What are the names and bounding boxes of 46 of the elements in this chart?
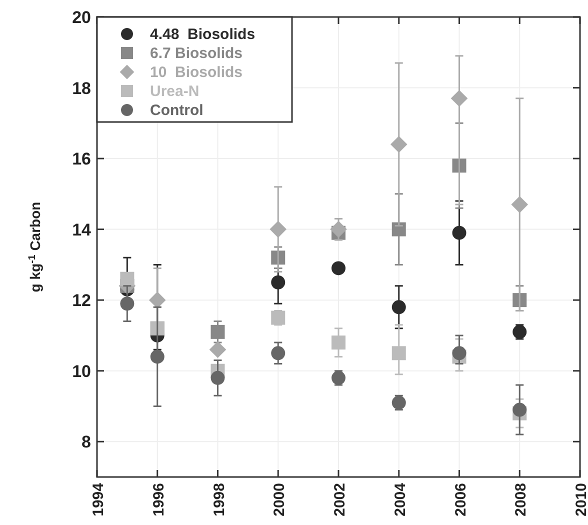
point <box>148 292 166 308</box>
legend-label: 4.48 Biosolids <box>150 26 256 43</box>
point <box>150 350 164 364</box>
point <box>450 90 468 107</box>
point <box>390 136 408 153</box>
point <box>330 220 347 238</box>
x-tick-label: 2008 <box>512 483 530 516</box>
point <box>512 402 527 417</box>
point <box>392 300 406 314</box>
point <box>209 341 226 358</box>
point <box>120 272 134 286</box>
y-tick-label: 12 <box>72 291 91 310</box>
legend-label: 6.7 Biosolids <box>150 45 243 62</box>
x-tick-label: 2010 <box>573 483 588 516</box>
y-tick-label: 14 <box>72 220 92 240</box>
x-tick-label: 2006 <box>452 483 470 516</box>
x-tick-label: 2002 <box>332 483 348 516</box>
point <box>271 275 286 290</box>
y-tick-label: 8 <box>82 432 91 452</box>
point <box>392 222 406 236</box>
point <box>332 336 346 350</box>
point <box>392 346 406 360</box>
point <box>332 261 346 276</box>
x-tick-label: 1996 <box>150 483 168 516</box>
legend-label: 10 Biosolids <box>150 64 243 81</box>
point <box>120 296 134 311</box>
x-tick-label: 1994 <box>90 482 107 516</box>
point <box>512 324 527 339</box>
y-tick-label: 18 <box>72 78 91 98</box>
y-tick-label: 10 <box>72 362 91 381</box>
point <box>271 346 286 360</box>
point <box>270 220 287 238</box>
legend-label: Control <box>150 102 204 119</box>
point <box>511 196 528 213</box>
x-tick-label: 2000 <box>271 483 288 516</box>
point <box>210 370 225 385</box>
legend-label: Urea-N <box>150 83 200 100</box>
point <box>452 226 466 240</box>
point <box>452 346 466 360</box>
x-tick-label: 2004 <box>392 482 409 516</box>
y-tick-label: 16 <box>72 150 91 169</box>
point <box>392 396 406 410</box>
y-tick-label: 20 <box>72 8 91 27</box>
x-tick-label: 1998 <box>210 483 228 516</box>
point <box>271 310 286 325</box>
point <box>210 324 225 339</box>
